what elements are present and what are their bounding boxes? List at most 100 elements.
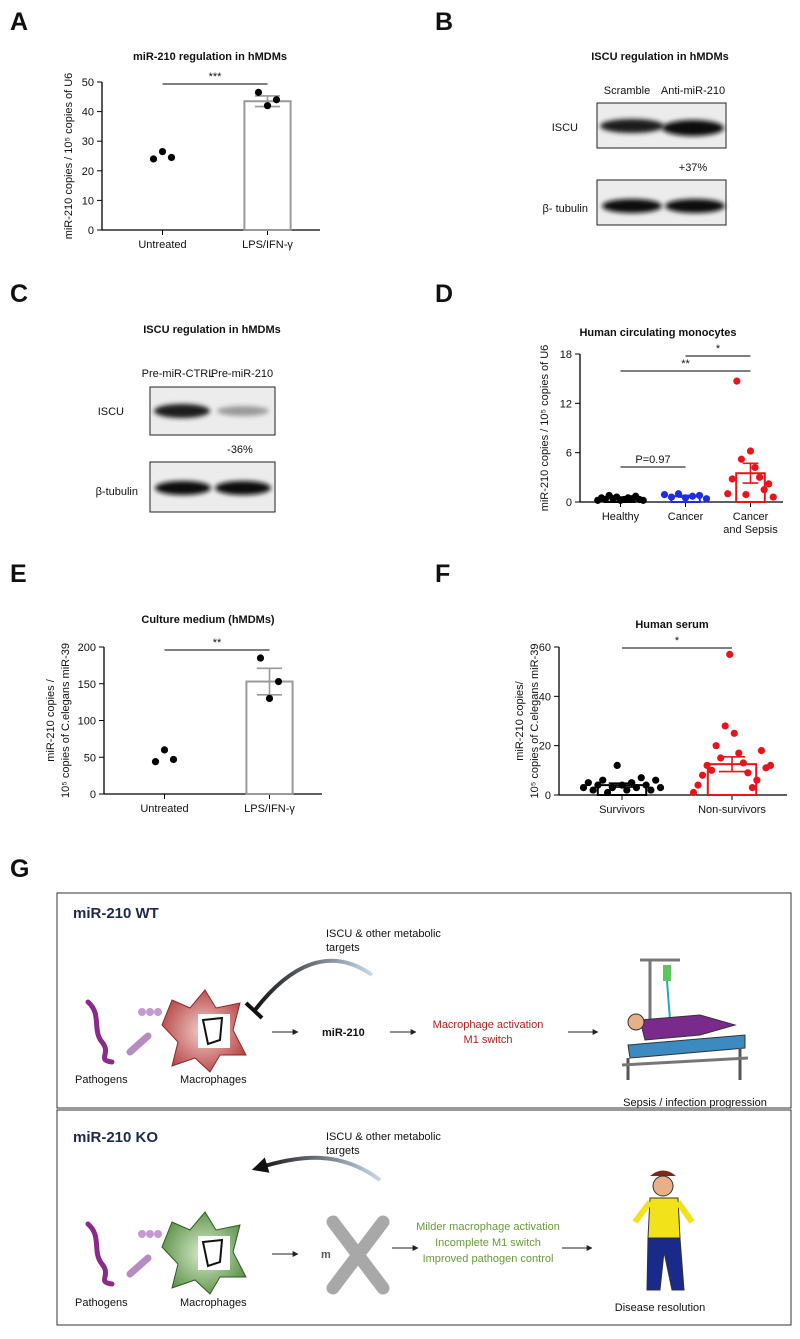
data-point [632, 784, 641, 792]
effect-text: Improved pathogen control [423, 1253, 554, 1265]
trousers [646, 1237, 685, 1291]
row-label: ISCU [552, 122, 578, 134]
blot-title: ISCU regulation in hMDMs [591, 51, 729, 63]
data-point [698, 771, 707, 779]
y-tick-label: 50 [84, 752, 96, 764]
data-point [728, 475, 736, 483]
data-point [579, 784, 588, 792]
data-point [639, 496, 647, 504]
blot-band [602, 199, 662, 213]
outcome-text: Sepsis / infection progression [623, 1097, 767, 1109]
y-tick-label: 20 [82, 166, 94, 178]
blot-c: C ISCU regulation in hMDMs Pre-miR-CTRL … [10, 280, 281, 513]
data-point [746, 447, 755, 455]
data-point [726, 650, 734, 659]
inhibition-bar [244, 1001, 264, 1020]
blot-band [215, 481, 271, 495]
panel-label: G [10, 855, 29, 883]
data-point [584, 779, 592, 787]
lane-label: Anti-miR-210 [661, 85, 725, 97]
y-tick-label: 12 [560, 398, 572, 410]
data-point [623, 786, 631, 794]
data-point [757, 747, 766, 755]
data-point [256, 654, 265, 662]
y-tick-label: 60 [539, 642, 551, 654]
data-point [703, 761, 711, 770]
y-tick-label: 50 [82, 77, 94, 89]
panel-label: F [435, 560, 450, 588]
y-tick-label: 0 [566, 497, 572, 509]
macrophage-icon [161, 1211, 247, 1295]
y-tick-label: 30 [82, 136, 94, 148]
bacterium [126, 1254, 152, 1278]
data-point [642, 781, 650, 789]
effect-text: Incomplete M1 switch [435, 1237, 541, 1249]
x-tick-label: Cancer [668, 511, 704, 523]
x-tick-label: Untreated [138, 239, 186, 251]
data-point [160, 746, 169, 754]
data-point [765, 480, 773, 488]
arm [675, 1200, 695, 1224]
x-tick-label: Non-survivors [698, 804, 766, 816]
data-point [167, 153, 176, 162]
x-tick-label: LPS/IFN-γ [242, 239, 293, 251]
bacterium [126, 1032, 152, 1056]
data-point [712, 742, 720, 750]
data-point [739, 759, 747, 767]
significance-label: * [716, 343, 721, 355]
data-point [637, 774, 645, 782]
blot-band [665, 199, 725, 213]
x-tick-label: Healthy [602, 511, 640, 523]
bacterium [138, 1008, 146, 1016]
data-point [599, 776, 607, 784]
panel-label: A [10, 8, 28, 36]
data-point [594, 781, 602, 789]
macrophage-icon [161, 989, 247, 1073]
data-point [613, 761, 621, 770]
y-tick-label: 10 [82, 195, 94, 207]
data-point [603, 788, 612, 797]
significance-label: *** [209, 71, 223, 83]
patient-head [627, 1013, 645, 1031]
data-point [265, 694, 274, 703]
y-axis-label: miR-210 copies/ [514, 680, 526, 760]
y-axis-label: 10⁵ copies of C.elegans miR-39 [60, 643, 72, 798]
blot-band [217, 406, 269, 416]
data-point [694, 781, 702, 789]
y-tick-label: 0 [88, 225, 94, 237]
y-tick-label: 150 [78, 679, 96, 691]
targets-text: targets [326, 942, 360, 954]
mirna-label: miR-210 [322, 1027, 365, 1039]
data-point [702, 495, 711, 503]
data-point [169, 755, 178, 764]
y-tick-label: 18 [560, 349, 572, 361]
y-tick-label: 200 [78, 642, 96, 654]
data-point [721, 722, 729, 730]
data-point [717, 754, 725, 762]
x-tick-label: LPS/IFN-γ [244, 803, 295, 815]
y-tick-label: 40 [539, 691, 551, 703]
significance-label: * [675, 635, 680, 647]
y-axis-label: miR-210 copies / 10⁵ copies of U6 [63, 73, 75, 240]
x-tick-label: Cancer and Sepsis [723, 511, 778, 536]
data-point [756, 473, 764, 481]
data-point [652, 776, 660, 784]
effect-text: Macrophage activation [433, 1019, 544, 1031]
node-label: Macrophages [180, 1074, 247, 1086]
data-point [618, 781, 626, 789]
outcome-text: Disease resolution [615, 1302, 706, 1314]
pathogen-icon [85, 999, 162, 1065]
node-label: Macrophages [180, 1297, 247, 1309]
data-point [656, 784, 665, 792]
data-point [744, 769, 752, 777]
chart-title: Human circulating monocytes [579, 327, 736, 339]
data-point [263, 102, 272, 110]
data-point [730, 729, 738, 737]
diagram-box [56, 892, 792, 1109]
node-label: Pathogens [75, 1074, 128, 1086]
data-point [589, 786, 597, 794]
significance-label: P=0.97 [635, 454, 670, 466]
panel-label: E [10, 560, 27, 588]
significance-label: ** [681, 358, 690, 370]
